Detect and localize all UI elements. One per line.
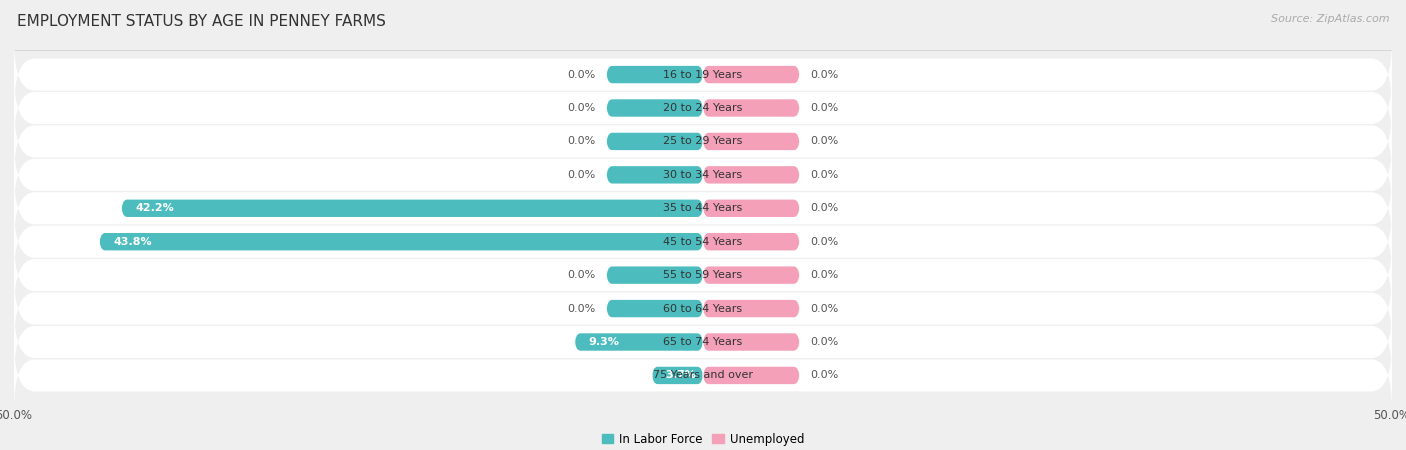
Text: 0.0%: 0.0% — [810, 70, 839, 80]
FancyBboxPatch shape — [14, 108, 1392, 176]
FancyBboxPatch shape — [14, 74, 1392, 142]
Text: 0.0%: 0.0% — [810, 370, 839, 380]
Text: 0.0%: 0.0% — [810, 337, 839, 347]
Text: 0.0%: 0.0% — [567, 304, 596, 314]
FancyBboxPatch shape — [606, 99, 703, 117]
FancyBboxPatch shape — [606, 66, 703, 83]
Text: 0.0%: 0.0% — [567, 270, 596, 280]
FancyBboxPatch shape — [703, 367, 800, 384]
Text: 45 to 54 Years: 45 to 54 Years — [664, 237, 742, 247]
Text: 75 Years and over: 75 Years and over — [652, 370, 754, 380]
Text: 20 to 24 Years: 20 to 24 Years — [664, 103, 742, 113]
Text: 25 to 29 Years: 25 to 29 Years — [664, 136, 742, 146]
FancyBboxPatch shape — [606, 133, 703, 150]
FancyBboxPatch shape — [703, 99, 800, 117]
Text: EMPLOYMENT STATUS BY AGE IN PENNEY FARMS: EMPLOYMENT STATUS BY AGE IN PENNEY FARMS — [17, 14, 385, 28]
Text: 60 to 64 Years: 60 to 64 Years — [664, 304, 742, 314]
FancyBboxPatch shape — [14, 174, 1392, 243]
Text: 65 to 74 Years: 65 to 74 Years — [664, 337, 742, 347]
Text: 35 to 44 Years: 35 to 44 Years — [664, 203, 742, 213]
FancyBboxPatch shape — [14, 308, 1392, 376]
FancyBboxPatch shape — [703, 133, 800, 150]
FancyBboxPatch shape — [606, 166, 703, 184]
Text: 0.0%: 0.0% — [567, 70, 596, 80]
Text: 3.7%: 3.7% — [666, 370, 696, 380]
Text: 9.3%: 9.3% — [589, 337, 620, 347]
FancyBboxPatch shape — [703, 266, 800, 284]
Legend: In Labor Force, Unemployed: In Labor Force, Unemployed — [598, 428, 808, 450]
Text: 30 to 34 Years: 30 to 34 Years — [664, 170, 742, 180]
Text: 55 to 59 Years: 55 to 59 Years — [664, 270, 742, 280]
Text: 0.0%: 0.0% — [810, 203, 839, 213]
FancyBboxPatch shape — [606, 300, 703, 317]
FancyBboxPatch shape — [703, 200, 800, 217]
Text: 0.0%: 0.0% — [810, 304, 839, 314]
FancyBboxPatch shape — [14, 241, 1392, 309]
Text: 0.0%: 0.0% — [810, 103, 839, 113]
FancyBboxPatch shape — [652, 367, 703, 384]
FancyBboxPatch shape — [703, 233, 800, 250]
Text: 0.0%: 0.0% — [810, 170, 839, 180]
FancyBboxPatch shape — [575, 333, 703, 351]
Text: 16 to 19 Years: 16 to 19 Years — [664, 70, 742, 80]
FancyBboxPatch shape — [14, 274, 1392, 342]
Text: 0.0%: 0.0% — [810, 270, 839, 280]
Text: 0.0%: 0.0% — [567, 136, 596, 146]
Text: 0.0%: 0.0% — [810, 136, 839, 146]
FancyBboxPatch shape — [121, 200, 703, 217]
FancyBboxPatch shape — [703, 333, 800, 351]
Text: 43.8%: 43.8% — [114, 237, 152, 247]
Text: 0.0%: 0.0% — [810, 237, 839, 247]
FancyBboxPatch shape — [703, 300, 800, 317]
FancyBboxPatch shape — [100, 233, 703, 250]
FancyBboxPatch shape — [606, 266, 703, 284]
Text: 0.0%: 0.0% — [567, 170, 596, 180]
FancyBboxPatch shape — [14, 207, 1392, 276]
FancyBboxPatch shape — [14, 342, 1392, 410]
Text: Source: ZipAtlas.com: Source: ZipAtlas.com — [1271, 14, 1389, 23]
Text: 0.0%: 0.0% — [567, 103, 596, 113]
FancyBboxPatch shape — [14, 141, 1392, 209]
FancyBboxPatch shape — [14, 40, 1392, 108]
Text: 42.2%: 42.2% — [135, 203, 174, 213]
FancyBboxPatch shape — [703, 66, 800, 83]
FancyBboxPatch shape — [703, 166, 800, 184]
